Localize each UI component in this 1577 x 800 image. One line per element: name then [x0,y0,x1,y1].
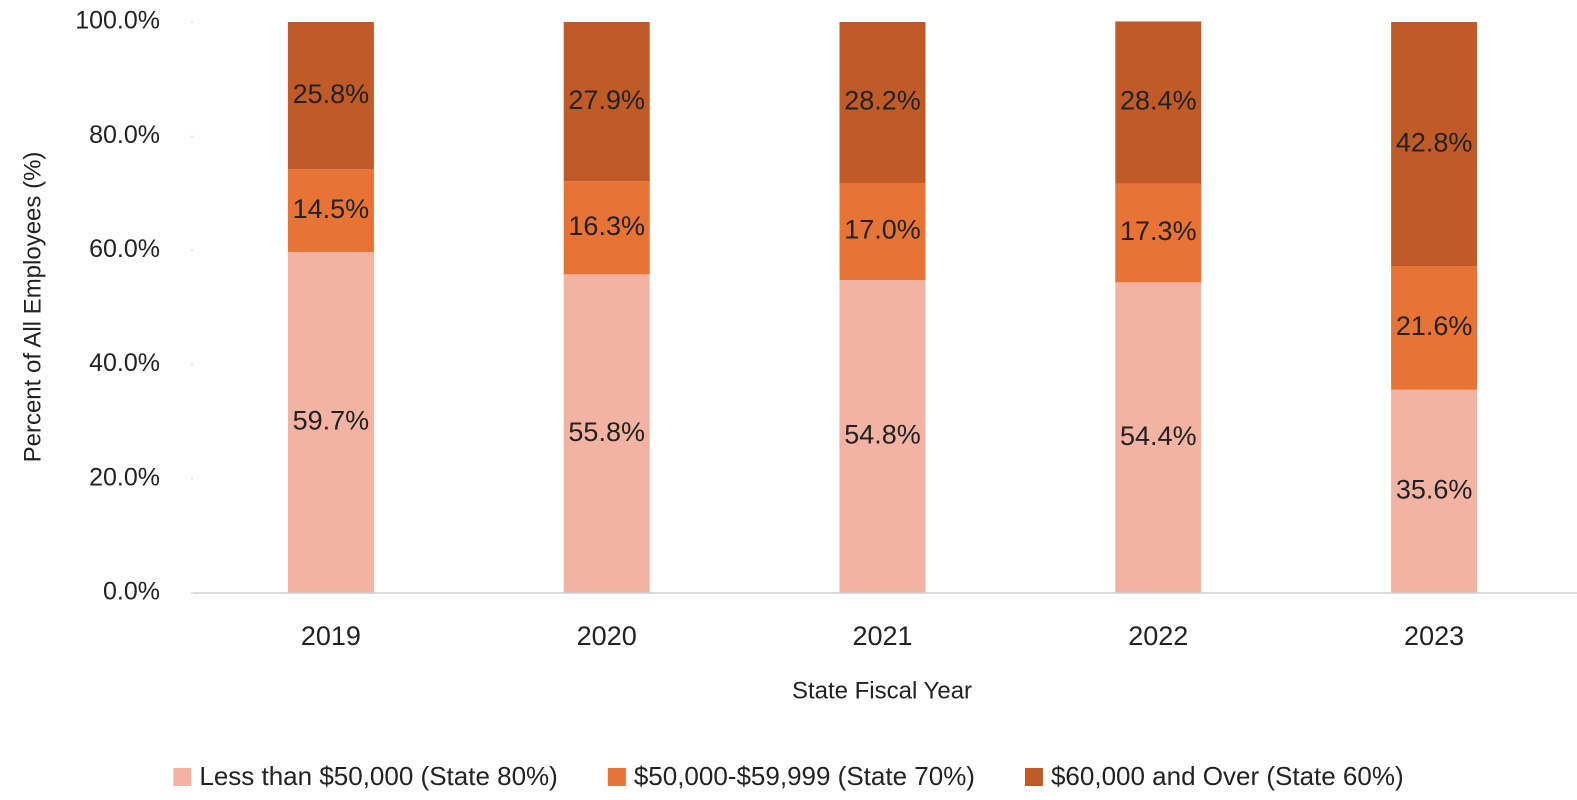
bar-segment [287,252,374,593]
legend-label: $60,000 and Over (State 60%) [1051,761,1404,791]
bar-segment [1391,22,1478,267]
y-tick-label: 80.0% [89,121,160,149]
data-label: 28.2% [844,86,921,116]
y-axis-title: Percent of All Employees (%) [19,152,46,463]
y-tick-label: 20.0% [89,463,160,491]
bar-segment [287,22,374,170]
y-tick-label: 60.0% [89,235,160,263]
bar-segment [839,22,926,184]
x-axis-title: State Fiscal Year [792,677,972,704]
data-label: 14.5% [293,194,370,224]
bar-segment [1115,183,1202,283]
bar-segment [563,181,650,275]
bar-segment [1115,21,1202,184]
bar-segment [839,183,926,281]
data-label: 17.3% [1120,216,1197,246]
x-tick-label: 2022 [1128,621,1188,651]
data-label: 27.9% [568,85,645,115]
data-label: 54.8% [844,420,921,450]
data-label: 21.6% [1396,311,1473,341]
y-tick-label: 100.0% [75,7,160,35]
data-label: 25.8% [293,79,370,109]
bar-segment [563,274,650,593]
x-tick-label: 2023 [1404,621,1464,651]
bar-segment [839,280,926,593]
legend-swatch [1024,768,1043,786]
bar-segment [1391,266,1478,390]
data-label: 59.7% [293,406,370,436]
x-tick-label: 2020 [577,621,637,651]
bar-segment [1391,389,1478,593]
data-label: 42.8% [1396,127,1473,157]
x-tick-label: 2021 [852,621,912,651]
data-label: 28.4% [1120,86,1197,116]
y-tick-label: 0.0% [103,578,160,606]
data-label: 54.4% [1120,421,1197,451]
legend-swatch [607,768,626,786]
data-label: 55.8% [568,417,645,447]
data-label: 16.3% [568,211,645,241]
bar-segment [1115,282,1202,593]
legend-swatch [173,768,192,786]
x-tick-label: 2019 [301,621,361,651]
data-label: 17.0% [844,215,921,245]
data-label: 35.6% [1396,474,1473,504]
bar-segment [287,169,374,253]
legend-label: Less than $50,000 (State 80%) [199,761,557,791]
y-tick-label: 40.0% [89,349,160,377]
bar-segment [563,22,650,182]
legend-label: $50,000-$59,999 (State 70%) [634,761,975,791]
